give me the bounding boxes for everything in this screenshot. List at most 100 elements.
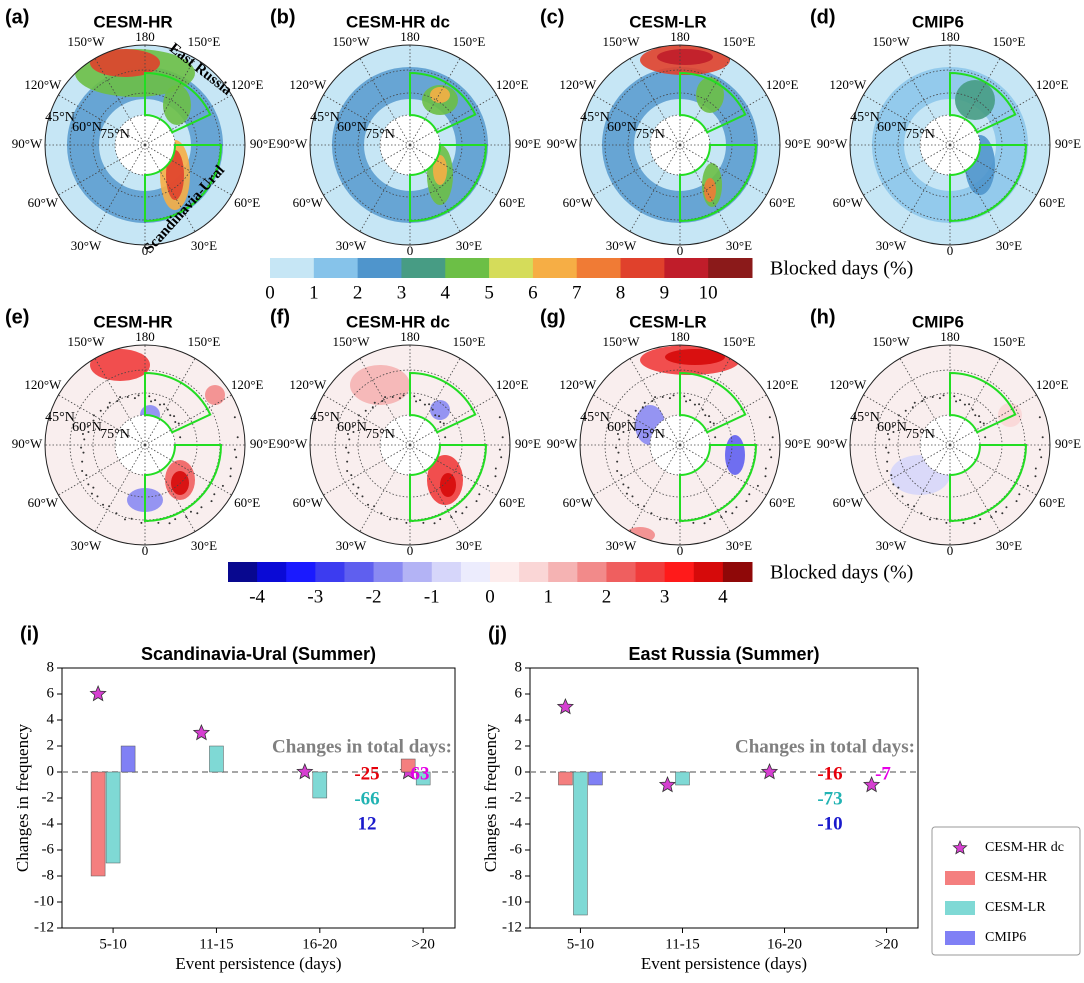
stipple bbox=[173, 415, 176, 418]
longitude-label: 150°W bbox=[333, 34, 371, 49]
colorbar-tick-label: 0 bbox=[485, 586, 495, 607]
longitude-label: 90°W bbox=[277, 436, 308, 451]
longitude-label: 120°W bbox=[24, 377, 62, 392]
stipple bbox=[415, 400, 418, 403]
stipple bbox=[654, 396, 657, 399]
meridian bbox=[899, 444, 951, 532]
stipple bbox=[984, 436, 987, 439]
stipple bbox=[137, 394, 140, 397]
meridian bbox=[629, 144, 681, 232]
stipple bbox=[770, 456, 773, 459]
longitude-label: 120°W bbox=[559, 377, 597, 392]
meridian bbox=[144, 358, 196, 446]
colorbar-segment bbox=[286, 562, 316, 582]
total-days-label: -73 bbox=[817, 788, 842, 809]
meridian bbox=[323, 394, 411, 446]
stipple bbox=[357, 486, 360, 489]
stipple bbox=[615, 446, 618, 449]
longitude-label: 60°W bbox=[28, 195, 59, 210]
colorbar-tick-label: 3 bbox=[397, 282, 407, 303]
region-east-russia bbox=[409, 71, 477, 134]
longitude-label: 120°W bbox=[559, 77, 597, 92]
stipple bbox=[200, 506, 203, 509]
region-east-russia bbox=[144, 371, 212, 434]
region-east-russia bbox=[949, 371, 1017, 434]
region-scandinavia-ural bbox=[144, 144, 223, 223]
stipple bbox=[886, 433, 889, 436]
stipple bbox=[346, 469, 349, 472]
longitude-label: 90°E bbox=[1055, 436, 1081, 451]
colorbar-segment bbox=[664, 562, 695, 582]
stipple bbox=[1015, 500, 1018, 503]
stipple bbox=[124, 518, 127, 521]
stipple bbox=[621, 425, 624, 428]
meridian bbox=[629, 58, 681, 146]
meridian bbox=[679, 394, 767, 446]
star-marker bbox=[296, 762, 314, 780]
field-blob bbox=[998, 403, 1022, 427]
colorbar-segment bbox=[577, 562, 607, 582]
meridian bbox=[679, 444, 731, 532]
longitude-label: 30°W bbox=[336, 238, 367, 253]
longitude-label: 180 bbox=[135, 329, 155, 344]
longitude-label: 120°E bbox=[231, 377, 264, 392]
stipple bbox=[1026, 484, 1029, 487]
stipple bbox=[627, 419, 630, 422]
stipple bbox=[692, 521, 695, 524]
y-tick-label: -6 bbox=[510, 841, 523, 857]
meridian bbox=[863, 394, 951, 446]
stipple bbox=[373, 401, 376, 404]
map-panel: 180 150°E 120°E 90°E 60°E 30°E 0 30°W 60°W 90°W 12… bbox=[5, 6, 276, 258]
stipple bbox=[892, 483, 895, 486]
stipple bbox=[229, 475, 232, 478]
colorbar-segment bbox=[576, 258, 622, 278]
stipple bbox=[731, 512, 734, 515]
longitude-label: 30°E bbox=[726, 238, 752, 253]
stipple bbox=[86, 425, 89, 428]
colorbar-segment bbox=[445, 258, 490, 278]
latitude-label: 75°N bbox=[635, 127, 665, 142]
stipple bbox=[478, 493, 481, 496]
bar bbox=[588, 771, 603, 786]
stipple bbox=[907, 503, 910, 506]
stipple bbox=[665, 517, 668, 520]
meridian bbox=[593, 394, 681, 446]
latitude-label: 75°N bbox=[365, 427, 395, 442]
stipple bbox=[768, 448, 771, 451]
stipple bbox=[616, 469, 619, 472]
longitude-label: 90°E bbox=[250, 436, 276, 451]
colorbar-segment bbox=[548, 562, 578, 582]
longitude-label: 90°W bbox=[12, 436, 43, 451]
longitude-label: 60°E bbox=[234, 495, 260, 510]
star-marker bbox=[863, 775, 881, 793]
stipple bbox=[498, 448, 501, 451]
stipple bbox=[683, 395, 686, 398]
stipple bbox=[179, 436, 182, 439]
longitude-label: 30°E bbox=[191, 238, 217, 253]
plot-frame bbox=[61, 667, 456, 929]
colorbar-segment bbox=[708, 258, 753, 278]
longitude-label: 150°W bbox=[603, 334, 641, 349]
legend-label: CESM-HR dc bbox=[985, 840, 1064, 855]
longitude-label: 90°E bbox=[785, 136, 811, 151]
star-marker bbox=[658, 775, 677, 793]
stipple bbox=[895, 492, 898, 495]
stipple bbox=[355, 492, 358, 495]
stipple bbox=[945, 521, 948, 524]
region-scandinavia-ural bbox=[679, 144, 758, 223]
longitude-label: 120°E bbox=[496, 377, 529, 392]
y-tick-label: -8 bbox=[510, 867, 523, 883]
map-title: CESM-HR dc bbox=[346, 312, 450, 331]
x-axis-label: Event persistence (days) bbox=[641, 954, 807, 973]
stipple bbox=[236, 436, 239, 439]
longitude-label: 60°E bbox=[1039, 495, 1065, 510]
meridian bbox=[144, 444, 232, 496]
region-east-russia bbox=[679, 71, 747, 134]
colorbar-label: Blocked days (%) bbox=[770, 562, 913, 584]
colorbar-tick-label: 6 bbox=[528, 282, 538, 303]
meridian bbox=[949, 94, 1037, 146]
panel-label: (a) bbox=[5, 6, 29, 28]
bar bbox=[675, 771, 690, 786]
meridian bbox=[323, 444, 411, 496]
